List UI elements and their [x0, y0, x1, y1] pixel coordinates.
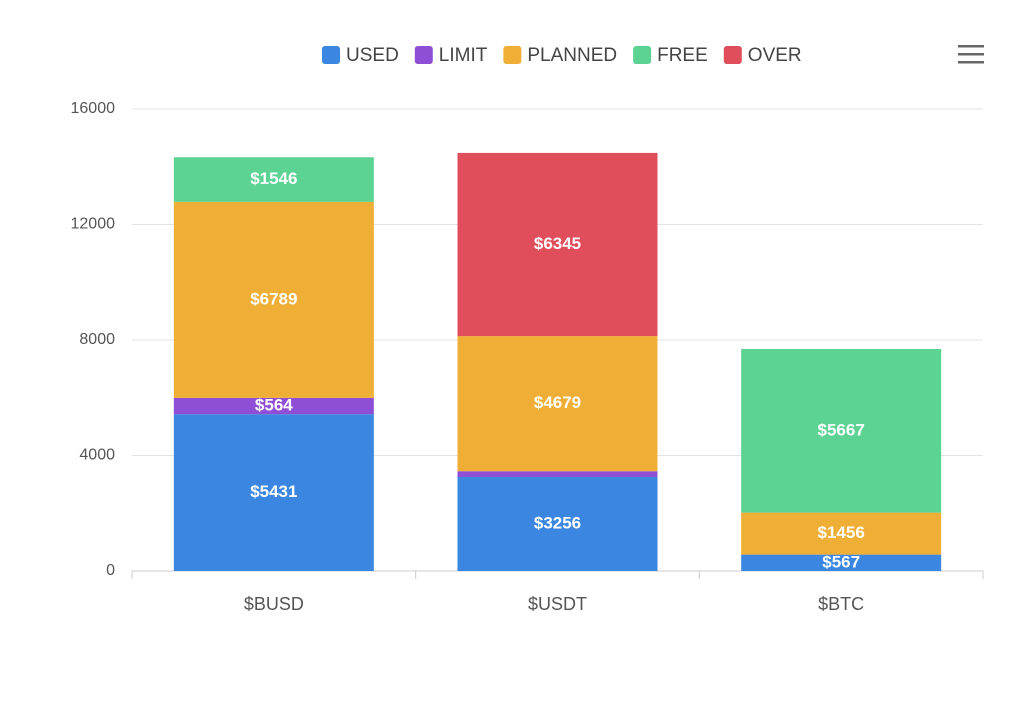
- legend-label[interactable]: OVER: [748, 45, 802, 66]
- data-label: $5431: [250, 482, 297, 501]
- legend-swatch[interactable]: [414, 46, 433, 64]
- bar-segment: [741, 512, 942, 555]
- data-label: $4679: [534, 393, 581, 412]
- legend-label[interactable]: FREE: [657, 45, 708, 66]
- bar-segment: [173, 397, 374, 415]
- bar-segment: [741, 554, 942, 571]
- data-label: $6789: [250, 289, 297, 308]
- bar-segment: [457, 476, 658, 571]
- menu-icon[interactable]: [958, 45, 984, 64]
- data-label: $1546: [250, 169, 297, 188]
- legend-label[interactable]: LIMIT: [439, 45, 488, 66]
- bar-segment: [457, 336, 658, 472]
- legend-swatch[interactable]: [503, 46, 522, 64]
- bar-segment: [457, 152, 658, 337]
- bar-segment: [741, 348, 942, 513]
- data-label: $3256: [534, 513, 581, 532]
- y-tick-label: 8000: [79, 331, 115, 348]
- y-tick-label: 12000: [71, 216, 116, 233]
- data-label: $6345: [534, 234, 581, 253]
- legend-swatch[interactable]: [322, 46, 340, 64]
- bar-segment: [173, 414, 374, 571]
- legend-swatch[interactable]: [633, 46, 652, 64]
- x-tick-label: $BTC: [818, 594, 864, 614]
- legend-label[interactable]: USED: [346, 45, 399, 66]
- data-label: $567: [822, 552, 860, 571]
- bar-segment: [173, 201, 374, 398]
- y-tick-label: 16000: [71, 100, 116, 117]
- data-label: $564: [255, 396, 293, 415]
- x-tick-label: $BUSD: [244, 594, 304, 614]
- data-label: $1456: [818, 523, 865, 542]
- legend-swatch[interactable]: [723, 46, 742, 64]
- legend-label[interactable]: PLANNED: [527, 45, 617, 66]
- y-tick-label: 0: [106, 562, 115, 579]
- x-tick-label: $USDT: [528, 594, 587, 614]
- bar-segment: [173, 157, 374, 202]
- y-tick-label: 4000: [79, 447, 115, 464]
- data-label: $5667: [818, 420, 865, 439]
- bar-segment: [457, 471, 658, 477]
